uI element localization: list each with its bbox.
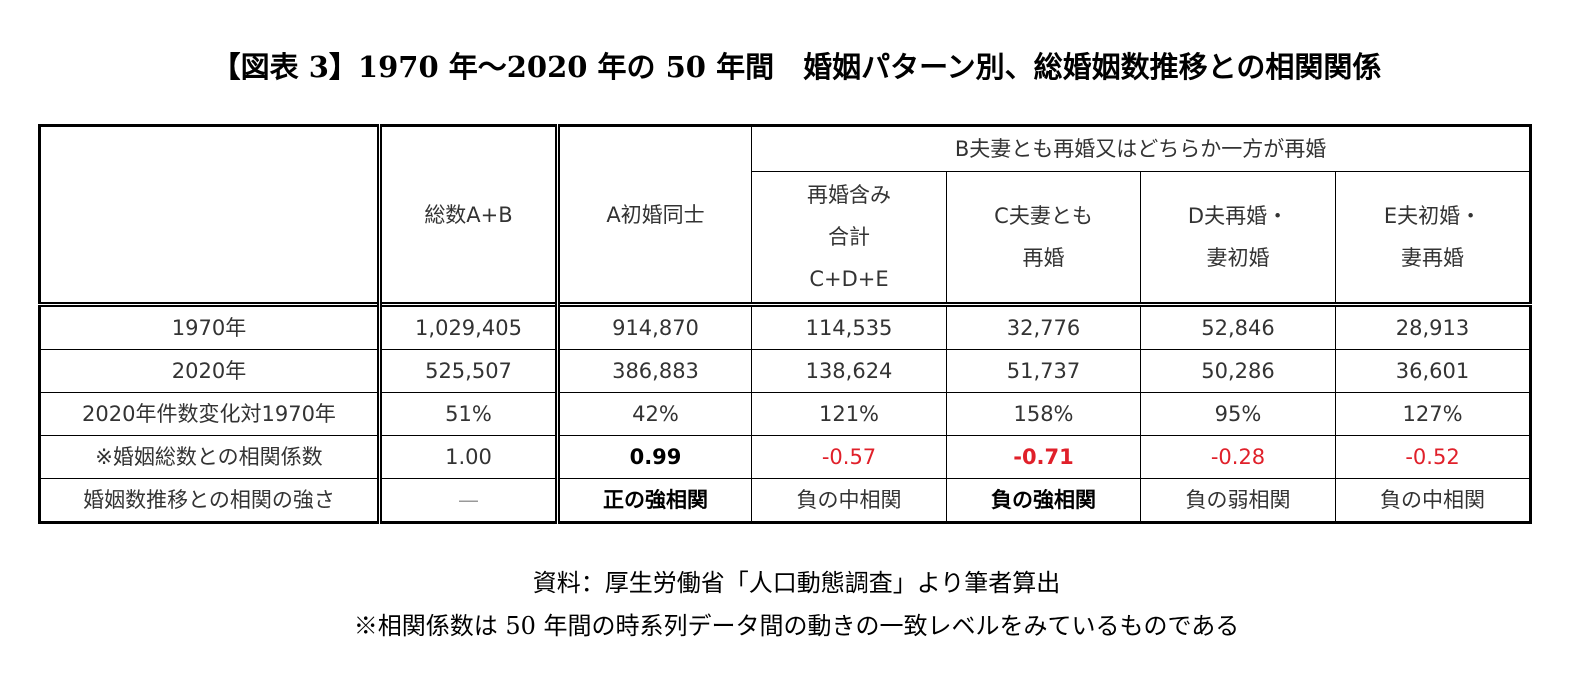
table-cell: 51,737 <box>946 349 1141 393</box>
table-row: ※婚姻総数との相関係数 1.00 0.99 -0.57 -0.71 -0.28 … <box>39 435 1532 479</box>
table-cell: 正の強相関 <box>557 478 752 523</box>
row-label: 2020年件数変化対1970年 <box>39 392 382 436</box>
page-title: 【図表 3】1970 年〜2020 年の 50 年間 婚姻パターン別、総婚姻数推… <box>211 50 1382 84</box>
table-cell: 負の中相関 <box>1334 478 1532 523</box>
table-cell: -0.28 <box>1140 435 1336 479</box>
table-cell: -0.71 <box>946 435 1141 479</box>
table-cell: 負の弱相関 <box>1140 478 1336 523</box>
row-label: 2020年 <box>39 349 382 393</box>
table-cell: 28,913 <box>1334 302 1532 350</box>
header-corner-cell <box>39 125 382 305</box>
col-header-total: 総数A+B <box>379 125 560 305</box>
table-row: 1970年 1,029,405 914,870 114,535 32,776 5… <box>39 302 1532 350</box>
col-header-wife-remarried: E夫初婚・ 妻再婚 <box>1334 171 1532 305</box>
col-header-both-remarried: C夫妻とも 再婚 <box>946 171 1141 305</box>
table-cell: 95% <box>1140 392 1336 436</box>
table-cell: 386,883 <box>557 349 752 393</box>
table-cell: 負の中相関 <box>751 478 947 523</box>
group-header-remarriage: B夫妻とも再婚又はどちらか一方が再婚 <box>750 125 1532 172</box>
table-cell: 121% <box>751 392 947 436</box>
col-header-first-marriage: A初婚同士 <box>557 125 752 305</box>
table-row: 2020年 525,507 386,883 138,624 51,737 50,… <box>39 349 1532 393</box>
table-cell: — <box>379 478 560 523</box>
table-row: 2020年件数変化対1970年 51% 42% 121% 158% 95% 12… <box>39 392 1532 436</box>
table-cell: 36,601 <box>1334 349 1532 393</box>
table-cell: 50,286 <box>1140 349 1336 393</box>
table-cell: 0.99 <box>557 435 752 479</box>
table-cell: 114,535 <box>751 302 947 350</box>
table-cell: 52,846 <box>1140 302 1336 350</box>
table-row: 婚姻数推移との相関の強さ — 正の強相関 負の中相関 負の強相関 負の弱相関 負… <box>39 478 1532 523</box>
correlation-table: 総数A+B A初婚同士 B夫妻とも再婚又はどちらか一方が再婚 再婚含み 合計 C… <box>38 124 1533 524</box>
table-cell: 負の強相関 <box>946 478 1141 523</box>
table-cell: 32,776 <box>946 302 1141 350</box>
table-cell: 914,870 <box>557 302 752 350</box>
source-note: 資料：厚生労働省「人口動態調査」より筆者算出 <box>532 569 1061 597</box>
table-cell: 1,029,405 <box>379 302 560 350</box>
col-header-husband-remarried: D夫再婚・ 妻初婚 <box>1140 171 1336 305</box>
table-cell: 42% <box>557 392 752 436</box>
table-cell: 138,624 <box>751 349 947 393</box>
table-cell: 127% <box>1334 392 1532 436</box>
col-header-remarriage-total: 再婚含み 合計 C+D+E <box>751 171 947 305</box>
table-cell: 525,507 <box>379 349 560 393</box>
row-label: 1970年 <box>39 302 382 350</box>
table-cell: 51% <box>379 392 560 436</box>
table-cell: 158% <box>946 392 1141 436</box>
correlation-footnote: ※相関係数は 50 年間の時系列データ間の動きの一致レベルをみているものである <box>353 612 1240 640</box>
table-cell: 1.00 <box>379 435 560 479</box>
row-label: ※婚姻総数との相関係数 <box>39 435 382 479</box>
table-cell: -0.57 <box>751 435 947 479</box>
row-label: 婚姻数推移との相関の強さ <box>39 478 382 523</box>
table-cell: -0.52 <box>1334 435 1532 479</box>
